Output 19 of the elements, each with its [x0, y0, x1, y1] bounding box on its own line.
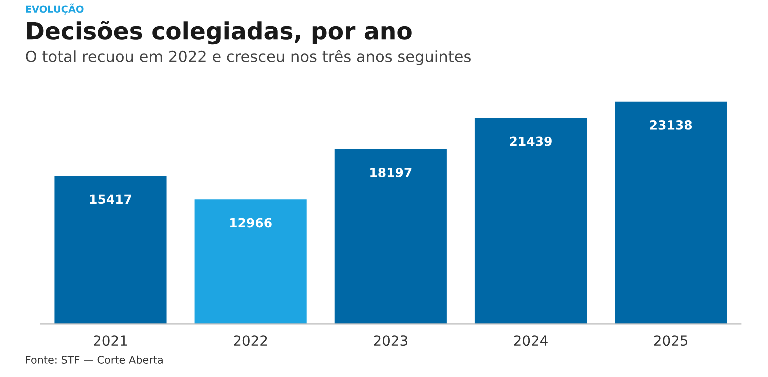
bar [474, 118, 588, 324]
data-label: 12966 [230, 218, 272, 228]
data-label: 23138 [650, 120, 692, 130]
text: EVOLUÇÃO [26, 4, 84, 15]
bar [334, 149, 447, 324]
bar [615, 102, 728, 324]
data-label: 18197 [370, 168, 412, 178]
chart-title: Decisões colegiadas, por ano [28, 21, 412, 45]
x-tick-label: 2023 [374, 336, 408, 346]
bar [54, 176, 167, 324]
x-tick-label: 2022 [234, 336, 268, 346]
data-label: 15417 [90, 194, 132, 204]
source-note: Fonte: STF — Corte Aberta [26, 356, 163, 364]
chart-subtitle: O total recuou em 2022 e cresceu nos três anos seguintes [26, 50, 471, 66]
x-tick-label: 2025 [654, 336, 688, 346]
bar [194, 200, 307, 324]
x-tick-label: 2024 [514, 336, 548, 346]
data-label: 21439 [510, 136, 552, 146]
x-tick-label: 2021 [94, 336, 128, 346]
